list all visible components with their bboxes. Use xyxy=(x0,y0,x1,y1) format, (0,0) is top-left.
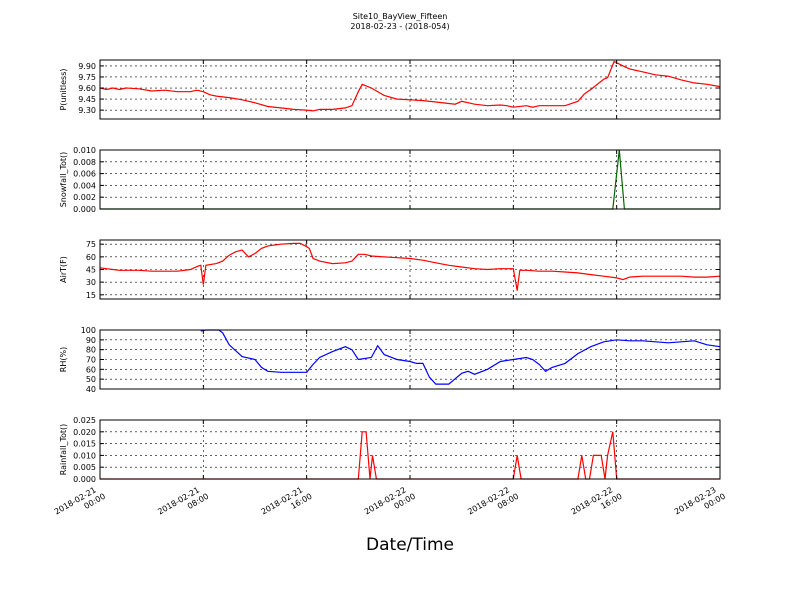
panel-2: 15 30 45 60 75 AirT(F) xyxy=(59,239,721,300)
y-tick-label: 30 xyxy=(86,278,96,287)
x-tick-label: 2018-02-2208:00 xyxy=(466,483,520,525)
x-tick-label: 2018-02-2300:00 xyxy=(673,483,727,525)
y-tick-label: 60 xyxy=(86,365,96,374)
y-tick-label: 60 xyxy=(86,253,96,262)
y-tick-label: 0.005 xyxy=(73,463,96,472)
y-tick-label: 0.025 xyxy=(73,416,96,425)
y-axis-label: AirT(F) xyxy=(59,256,68,283)
y-tick-label: 50 xyxy=(86,375,96,384)
x-tick-labels: 2018-02-2100:00 2018-02-2108:00 2018-02-21… xyxy=(53,483,727,525)
x-axis-label: Date/Time xyxy=(366,535,454,555)
y-tick-label: 0.010 xyxy=(73,146,96,155)
panel-4: 0.000 0.005 0.010 0.015 0.020 0.025 Rainfall_T… xyxy=(59,416,721,484)
x-tick-label: 2018-02-2108:00 xyxy=(156,483,210,525)
chart-subtitle: 2018-02-23 - (2018-054) xyxy=(350,22,449,31)
y-tick-label: 0.015 xyxy=(73,440,96,449)
y-tick-label: 9.90 xyxy=(78,62,96,71)
y-axis-label: RH(%) xyxy=(59,347,68,372)
panel-1: 0.000 0.002 0.004 0.006 0.008 0.010 Snowfall_T… xyxy=(59,146,721,214)
plot-area xyxy=(100,420,720,479)
y-tick-label: 0.000 xyxy=(73,475,96,484)
x-tick-label: 2018-02-2100:00 xyxy=(53,483,107,525)
y-tick-label: 0.002 xyxy=(73,193,96,202)
chart-title: Site10_BayView_Fifteen xyxy=(353,12,448,21)
plot-area xyxy=(100,60,720,119)
y-tick-label: 0.000 xyxy=(73,205,96,214)
y-axis-label: Rainfall_Tot() xyxy=(59,424,68,476)
y-tick-label: 9.30 xyxy=(78,106,96,115)
y-tick-label: 70 xyxy=(86,356,96,365)
y-tick-label: 100 xyxy=(81,326,96,335)
chart-panels: 9.309.459.609.759.90P(unitless)0.0000.00… xyxy=(59,59,721,484)
y-tick-label: 0.008 xyxy=(73,158,96,167)
y-tick-label: 0.010 xyxy=(73,451,96,460)
y-tick-label: 15 xyxy=(86,291,96,300)
x-tick-label: 2018-02-2200:00 xyxy=(363,483,417,525)
x-tick-label: 2018-02-2116:00 xyxy=(260,483,314,525)
y-axis-label: Snowfall_Tot() xyxy=(59,152,68,208)
y-tick-label: 0.004 xyxy=(73,181,96,190)
y-tick-label: 9.45 xyxy=(78,95,96,104)
y-tick-label: 9.75 xyxy=(78,73,96,82)
series-line xyxy=(99,60,721,112)
y-tick-label: 45 xyxy=(86,266,96,275)
y-tick-label: 80 xyxy=(86,346,96,355)
x-tick-label: 2018-02-2216:00 xyxy=(570,483,624,525)
series-line xyxy=(200,329,721,385)
y-tick-label: 9.60 xyxy=(78,84,96,93)
y-tick-label: 75 xyxy=(86,240,96,249)
series-line xyxy=(99,242,721,291)
y-tick-label: 90 xyxy=(86,336,96,345)
y-tick-label: 0.020 xyxy=(73,428,96,437)
y-tick-label: 40 xyxy=(86,385,96,394)
panel-0: 9.30 9.45 9.60 9.75 9.90 P(unitless) xyxy=(59,59,721,120)
y-axis-label: P(unitless) xyxy=(59,68,68,110)
y-tick-label: 0.006 xyxy=(73,170,96,179)
plot-area xyxy=(100,150,720,209)
